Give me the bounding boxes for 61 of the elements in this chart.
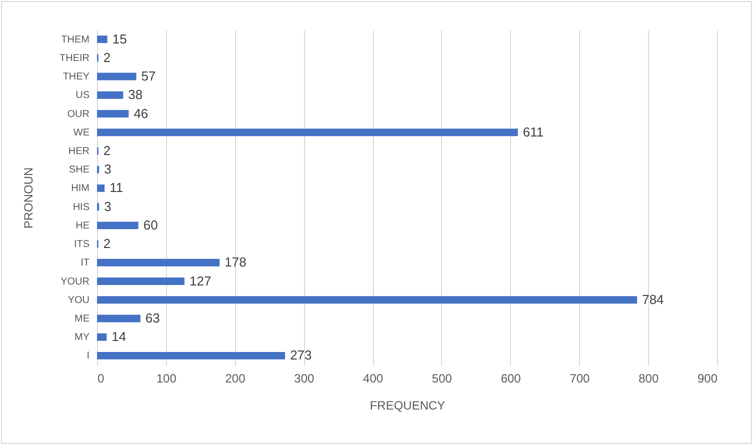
data-label: 273 bbox=[290, 348, 312, 363]
x-tick-label: 200 bbox=[225, 372, 246, 386]
data-label: 784 bbox=[642, 292, 664, 307]
y-tick-label: MY bbox=[74, 332, 90, 344]
data-label: 3 bbox=[104, 162, 112, 177]
x-tick-label: 0 bbox=[98, 372, 104, 386]
x-tick-label: 100 bbox=[156, 372, 177, 386]
data-label: 3 bbox=[104, 198, 112, 214]
y-tick-label: WE bbox=[73, 127, 90, 138]
y-tick-label: HE bbox=[76, 220, 90, 232]
data-label: 38 bbox=[128, 87, 143, 102]
data-label: 11 bbox=[110, 180, 124, 196]
y-tick-label: THEIR bbox=[60, 52, 90, 64]
bar bbox=[97, 314, 140, 322]
y-tick-label: ME bbox=[74, 313, 90, 324]
y-tick-label: YOUR bbox=[60, 276, 90, 288]
x-tick-label: 600 bbox=[500, 372, 522, 386]
y-tick-label: HIM bbox=[71, 183, 90, 194]
data-label: 178 bbox=[224, 254, 246, 270]
y-tick-label: THEM bbox=[61, 34, 90, 46]
bar bbox=[97, 110, 129, 118]
x-tick-label: 800 bbox=[638, 372, 659, 386]
data-label: 60 bbox=[143, 217, 158, 232]
x-tick-label: 300 bbox=[294, 372, 314, 386]
data-label: 57 bbox=[141, 68, 156, 84]
data-label: 15 bbox=[112, 31, 127, 46]
bar bbox=[97, 222, 138, 230]
data-label: 14 bbox=[112, 329, 126, 344]
data-label: 63 bbox=[145, 310, 160, 326]
bar bbox=[97, 72, 136, 80]
bar bbox=[97, 352, 286, 360]
bar bbox=[97, 296, 638, 304]
y-tick-label: IT bbox=[80, 258, 90, 269]
bar bbox=[97, 36, 108, 44]
x-tick-label: 900 bbox=[697, 372, 718, 386]
y-tick-label: SHE bbox=[68, 164, 90, 176]
y-tick-label: THEY bbox=[62, 72, 90, 83]
x-tick-label: 500 bbox=[432, 372, 452, 386]
y-tick-label: I bbox=[86, 350, 90, 362]
data-label: 2 bbox=[103, 142, 111, 158]
y-tick-label: US bbox=[76, 90, 90, 102]
y-tick-label: ITS bbox=[74, 239, 90, 250]
bar bbox=[97, 128, 518, 136]
y-axis-title: PRONOUN bbox=[22, 167, 36, 229]
bar bbox=[97, 278, 184, 285]
data-label: 46 bbox=[134, 106, 148, 121]
x-tick-label: 700 bbox=[570, 372, 590, 386]
bar bbox=[97, 258, 220, 266]
data-label: 127 bbox=[189, 273, 212, 288]
bar bbox=[97, 184, 105, 192]
x-axis-title: FREQUENCY bbox=[370, 398, 446, 412]
x-tick-label: 400 bbox=[363, 372, 384, 386]
bar bbox=[97, 333, 107, 341]
y-tick-label: HER bbox=[68, 146, 90, 157]
data-label: 2 bbox=[103, 50, 111, 65]
y-tick-label: YOU bbox=[68, 294, 90, 306]
y-tick-label: HIS bbox=[72, 202, 90, 213]
y-tick-label: OUR bbox=[67, 108, 90, 120]
bar bbox=[97, 91, 124, 99]
data-label: 2 bbox=[103, 236, 111, 252]
data-label: 611 bbox=[522, 124, 544, 140]
